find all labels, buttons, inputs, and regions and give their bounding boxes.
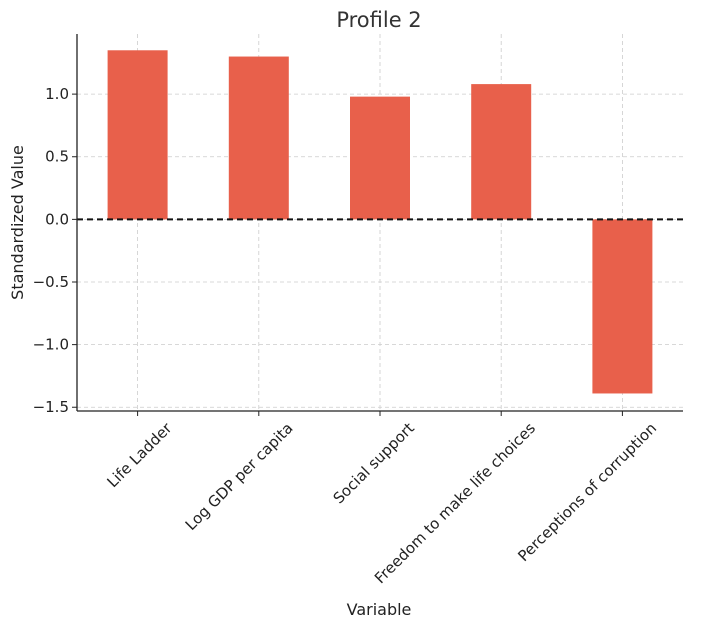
y-tick-label: 0.0 <box>45 210 69 228</box>
y-axis-label: Standardized Value <box>8 145 27 300</box>
x-tick-label: Life Ladder <box>103 419 176 492</box>
y-tick-label: 1.0 <box>45 85 69 103</box>
y-tick-label: −0.5 <box>33 273 69 291</box>
y-tick-label: −1.0 <box>33 336 69 354</box>
bar-freedom-to-make-life-choices <box>471 84 532 220</box>
bar-log-gdp-per-capita <box>228 56 289 220</box>
y-tick-label: −1.5 <box>33 398 69 416</box>
bars <box>107 50 653 394</box>
x-axis-ticks: Life Ladder Log GDP per capita Social supp… <box>103 411 660 587</box>
y-axis-ticks: −1.5 −1.0 −0.5 0.0 0.5 1.0 <box>33 85 77 416</box>
grid <box>77 34 683 411</box>
chart-title: Profile 2 <box>336 8 421 32</box>
bar-life-ladder <box>107 50 168 220</box>
x-tick-label: Log GDP per capita <box>182 419 297 534</box>
x-tick-label: Social support <box>330 419 418 507</box>
x-tick-label: Perceptions of corruption <box>514 419 660 565</box>
bar-perceptions-of-corruption <box>592 219 653 394</box>
x-axis-label: Variable <box>347 600 412 619</box>
y-tick-label: 0.5 <box>45 148 69 166</box>
bar-social-support <box>350 96 410 220</box>
